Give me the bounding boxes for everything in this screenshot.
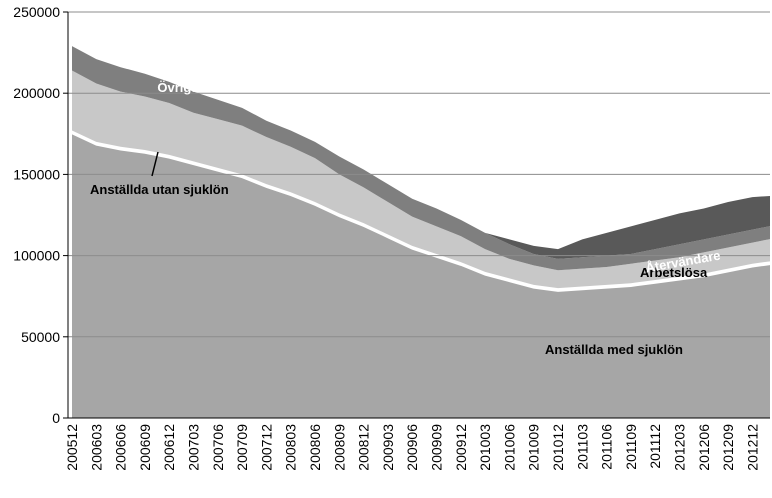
y-tick-label: 0	[52, 410, 60, 426]
x-tick-label: 200809	[331, 424, 347, 471]
x-tick-label: 201003	[477, 424, 493, 471]
series-label: Arbetslösa	[640, 265, 708, 280]
x-tick-label: 200609	[137, 424, 153, 471]
grid: 0 50000 100000 150000 200000 250000 200512 2006…	[13, 4, 770, 471]
x-tick-label: 200803	[283, 424, 299, 471]
y-tick-label: 150000	[13, 166, 60, 182]
x-tick-label: 201206	[696, 424, 712, 471]
y-tick-label: 100000	[13, 248, 60, 264]
x-tick-label: 200703	[186, 424, 202, 471]
x-tick-label: 200906	[404, 424, 420, 471]
y-tick-label: 250000	[13, 4, 60, 20]
label-pointer	[151, 151, 159, 177]
x-tick-label: 200812	[356, 424, 372, 471]
area	[72, 46, 770, 271]
x-tick-label: 200612	[161, 424, 177, 471]
plot-area	[71, 46, 770, 418]
y-tick-label: 50000	[21, 329, 60, 345]
y-tick-label: 200000	[13, 85, 60, 101]
x-tick-label: 200709	[234, 424, 250, 471]
series-label: Anställda med sjuklön	[545, 342, 683, 357]
x-tick-label: 200909	[429, 424, 445, 471]
x-tick-label: 200806	[307, 424, 323, 471]
x-tick-label: 201103	[574, 424, 590, 470]
x-tick-label: 200712	[258, 424, 274, 471]
x-tick-label: 201009	[526, 424, 542, 471]
x-tick-label: 201012	[550, 424, 566, 471]
x-tick-label: 200706	[210, 424, 226, 471]
x-tick-label: 200603	[88, 424, 104, 471]
x-tick-label: 201106	[599, 424, 615, 470]
area	[72, 46, 770, 259]
x-tick-label: 201006	[501, 424, 517, 471]
series-label: Övriga	[157, 80, 199, 95]
x-tick-label: 200512	[64, 424, 80, 471]
x-tick-label: 200606	[113, 424, 129, 471]
series-label: Anställda utan sjuklön	[90, 182, 229, 197]
x-tick-label: 200912	[453, 424, 469, 471]
x-tick-label: 201112	[647, 424, 663, 469]
area	[72, 70, 770, 289]
x-tick-label: 201203	[672, 424, 688, 471]
area	[72, 133, 770, 418]
x-tick-label: 201209	[720, 424, 736, 471]
x-tick-label: 200903	[380, 424, 396, 471]
x-tick-label: 201212	[744, 424, 760, 471]
x-tick-label: 201109	[623, 424, 639, 470]
